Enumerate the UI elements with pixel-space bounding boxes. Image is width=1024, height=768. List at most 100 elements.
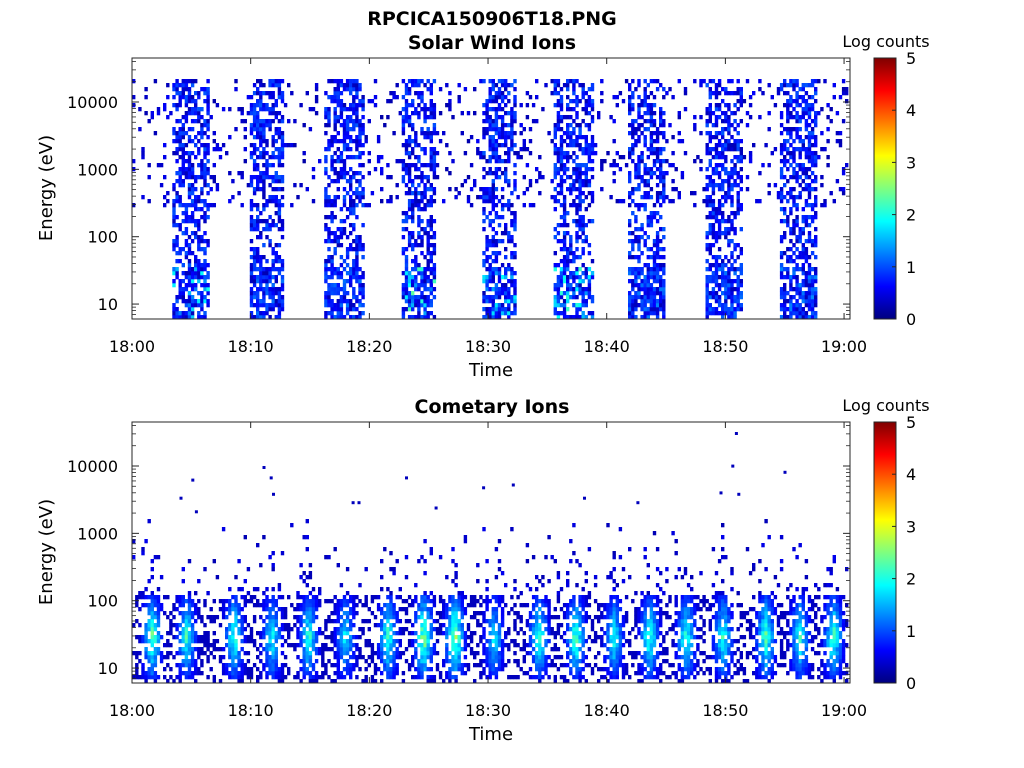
heatmap-cell bbox=[575, 267, 579, 272]
heatmap-cell bbox=[237, 675, 241, 680]
heatmap-cell bbox=[708, 111, 712, 116]
heatmap-cell bbox=[792, 187, 796, 192]
heatmap-cell bbox=[342, 299, 347, 304]
heatmap-cell bbox=[628, 103, 632, 108]
heatmap-cell bbox=[714, 143, 719, 148]
heatmap-cell bbox=[507, 183, 511, 188]
heatmap-cell bbox=[814, 287, 818, 292]
heatmap-cell bbox=[432, 103, 437, 108]
heatmap-cell bbox=[228, 651, 232, 656]
heatmap-cell bbox=[497, 275, 502, 280]
heatmap-cell bbox=[349, 267, 353, 272]
heatmap-cell bbox=[727, 283, 731, 288]
heatmap-cell bbox=[234, 619, 238, 624]
heatmap-cell bbox=[262, 139, 266, 144]
heatmap-cell bbox=[807, 303, 812, 308]
heatmap-cell bbox=[299, 639, 303, 644]
heatmap-cell bbox=[717, 223, 722, 228]
heatmap-cell bbox=[717, 287, 722, 292]
heatmap-cell bbox=[637, 291, 641, 296]
heatmap-cell bbox=[144, 671, 148, 676]
heatmap-cell bbox=[662, 199, 666, 204]
heatmap-cell bbox=[342, 259, 347, 264]
heatmap-cell bbox=[259, 263, 263, 268]
heatmap-cell bbox=[807, 299, 812, 304]
heatmap-cell bbox=[634, 163, 638, 168]
heatmap-cell bbox=[342, 171, 347, 176]
heatmap-cell bbox=[423, 303, 427, 308]
heatmap-cell bbox=[578, 227, 582, 232]
heatmap-cell bbox=[237, 587, 241, 592]
heatmap-cell bbox=[717, 115, 722, 120]
heatmap-cell bbox=[507, 235, 511, 240]
heatmap-cell bbox=[271, 671, 275, 676]
heatmap-cell bbox=[432, 147, 437, 152]
heatmap-cell bbox=[200, 235, 204, 240]
heatmap-cell bbox=[572, 219, 576, 224]
heatmap-cell bbox=[804, 111, 809, 116]
heatmap-cell bbox=[646, 111, 650, 116]
heatmap-cell bbox=[497, 107, 502, 112]
heatmap-cell bbox=[807, 215, 812, 220]
heatmap-cell bbox=[482, 119, 486, 124]
heatmap-cell bbox=[423, 83, 427, 88]
heatmap-cell bbox=[581, 83, 585, 88]
heatmap-cell bbox=[569, 143, 573, 148]
heatmap-cell bbox=[175, 267, 179, 272]
heatmap-cell bbox=[485, 299, 489, 304]
heatmap-cell bbox=[553, 283, 557, 288]
heatmap-cell bbox=[590, 259, 595, 264]
heatmap-cell bbox=[497, 155, 502, 160]
heatmap-cell bbox=[733, 183, 737, 188]
heatmap-cell bbox=[178, 639, 182, 644]
heatmap-cell bbox=[466, 195, 471, 200]
heatmap-cell bbox=[795, 83, 799, 88]
heatmap-cell bbox=[414, 91, 418, 96]
heatmap-cell bbox=[349, 223, 353, 228]
heatmap-cell bbox=[197, 235, 201, 240]
heatmap-cell bbox=[271, 175, 275, 180]
heatmap-cell bbox=[324, 91, 328, 96]
heatmap-cell bbox=[342, 199, 347, 204]
heatmap-cell bbox=[448, 91, 452, 96]
heatmap-cell bbox=[457, 191, 461, 196]
heatmap-cell bbox=[559, 115, 564, 120]
heatmap-cell bbox=[358, 123, 362, 128]
heatmap-cell bbox=[262, 631, 266, 636]
heatmap-cell bbox=[528, 151, 533, 156]
heatmap-cell bbox=[314, 647, 319, 652]
heatmap-cell bbox=[265, 643, 269, 648]
heatmap-cell bbox=[668, 199, 672, 204]
heatmap-cell bbox=[435, 163, 440, 168]
heatmap-cell bbox=[779, 143, 784, 148]
heatmap-cell bbox=[479, 195, 483, 200]
heatmap-cell bbox=[733, 119, 737, 124]
heatmap-cell bbox=[578, 191, 582, 196]
heatmap-cell bbox=[411, 147, 415, 152]
heatmap-cell bbox=[513, 95, 517, 100]
heatmap-cell bbox=[324, 107, 328, 112]
heatmap-cell bbox=[494, 195, 499, 200]
heatmap-cell bbox=[659, 163, 663, 168]
heatmap-cell bbox=[256, 219, 260, 224]
heatmap-cell bbox=[485, 215, 489, 220]
heatmap-cell bbox=[584, 287, 588, 292]
heatmap-cell bbox=[631, 123, 635, 128]
heatmap-cell bbox=[562, 307, 567, 312]
heatmap-cell bbox=[485, 199, 489, 204]
heatmap-cell bbox=[268, 615, 272, 620]
heatmap-cell bbox=[783, 103, 787, 108]
heatmap-cell bbox=[349, 195, 353, 200]
heatmap-cell bbox=[228, 611, 232, 616]
heatmap-cell bbox=[259, 267, 263, 272]
heatmap-cell bbox=[786, 119, 790, 124]
heatmap-cell bbox=[739, 167, 743, 172]
heatmap-cell bbox=[274, 127, 278, 132]
heatmap-cell bbox=[659, 119, 663, 124]
heatmap-cell bbox=[352, 207, 356, 212]
heatmap-cell bbox=[274, 667, 278, 672]
heatmap-cell bbox=[407, 307, 412, 312]
heatmap-cell bbox=[724, 231, 728, 236]
heatmap-cell bbox=[631, 159, 635, 164]
heatmap-cell bbox=[662, 311, 666, 316]
